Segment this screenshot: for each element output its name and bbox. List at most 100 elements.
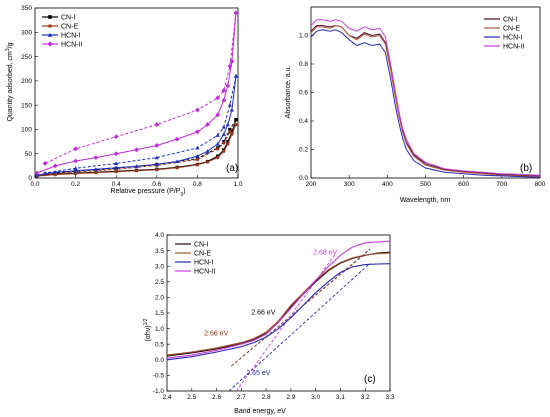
panel-a-ylabel: Quantity adsorbed, cm3/g: [5, 42, 14, 121]
panel-a-ytick-label: 150: [21, 102, 32, 109]
panel-a-point-hcn-i: [205, 149, 210, 153]
panel-b-legend: CN-I CN-E HCN-I HCN-II: [481, 14, 529, 54]
panel-a-xtick-label: 0.6: [152, 181, 161, 188]
panel-a-point-hcn-ii: [215, 112, 221, 118]
panel-a-point-hcn-ii: [113, 151, 119, 157]
panel-a-point-hcn-ii: [42, 161, 48, 166]
panel-a-point-cn-e: [175, 166, 179, 170]
panel-a-point-cn-e: [222, 141, 226, 145]
panel-a-point-hcn-ii: [113, 134, 119, 140]
panel-c-ytick-label: -1.0: [153, 388, 165, 395]
panel-a-point-hcn-ii: [233, 10, 239, 16]
panel-a-xtick-label: 1.0: [233, 181, 242, 188]
panel-a-point-cn-e: [134, 169, 139, 173]
panel-c-xtick-label: 2.9: [286, 394, 295, 401]
panel-a-ytick-label: 0: [28, 175, 32, 182]
panel-a-legend-bg: [39, 12, 87, 52]
panel-a-point-hcn-i: [221, 124, 226, 129]
panel-c-ytick-label: 3.0: [155, 263, 164, 270]
panel-b-legend-label: CN-I: [503, 17, 517, 24]
panel-b-ytick-label: 0.0: [299, 175, 308, 182]
panel-a-point-cn-e: [216, 147, 220, 151]
panel-a-point-hcn-ii: [73, 158, 78, 164]
panel-a-point-hcn-i: [175, 159, 180, 164]
panel-b-xtick-label: 300: [344, 181, 355, 188]
panel-a-point-hcn-ii: [73, 146, 78, 152]
panel-a-point-hcn-ii: [225, 83, 231, 89]
panel-a-xtick-label: 0.2: [71, 181, 80, 188]
panel-b-series-hcn-ii: [310, 19, 541, 176]
panel-a-legend-label: HCN-I: [61, 33, 80, 40]
panel-a-point-cn-i: [228, 127, 232, 132]
panel-a-point-hcn-i: [114, 165, 119, 170]
panel-c-series-cn-e: [166, 252, 391, 356]
panel-a-legend-label: CN-I: [61, 15, 75, 22]
panel-a-ytick-label: 350: [21, 5, 32, 12]
panel-a-point-cn-e: [53, 173, 57, 177]
panel-a-point-cn-e: [114, 170, 118, 174]
panel-c-ytick-label: 0.0: [155, 357, 164, 364]
panel-b-ytick-label: 0.6: [299, 90, 308, 97]
panel-b-xtick-label: 600: [458, 181, 469, 188]
panel-b-ytick-label: 0.2: [299, 147, 308, 154]
panel-c-legend-label: HCN-II: [194, 269, 215, 276]
panel-a-point-hcn-ii: [195, 129, 200, 135]
panel-a-point-cn-i: [226, 139, 230, 144]
panel-a-point-cn-e: [222, 149, 226, 153]
panel-a-point-hcn-i: [229, 107, 235, 112]
panel-a-point-cn-e: [94, 171, 98, 175]
panel-a-legend-label: HCN-II: [61, 42, 82, 49]
panel-b-ytick-label: 1.0: [299, 33, 308, 40]
panel-c-xtick-label: 2.6: [212, 394, 221, 401]
panel-b-ytick-label: 0.8: [299, 61, 308, 68]
panel-c-legend-label: CN-E: [194, 251, 211, 258]
panel-a-ytick-label: 50: [25, 151, 33, 158]
panel-c-label: (c): [364, 374, 376, 385]
panel-c-ylabel: (αhν)1/2: [143, 318, 152, 341]
panel-b-plot-area: 200 300 400 500 600 700 800 0.0 0.2 0.4 0.6 0.8 1.0: [299, 6, 546, 188]
panel-b-xtick-label: 200: [306, 181, 317, 188]
panel-a-point-hcn-i: [114, 161, 119, 166]
panel-c-xtick-label: 3.2: [361, 394, 370, 401]
panel-a-point-cn-e: [228, 130, 232, 134]
panel-c-ytick-label: 1.5: [155, 310, 164, 317]
panel-c-series-hcn-i: [166, 263, 391, 361]
panel-a-frame: [34, 7, 239, 179]
panel-a-point-hcn-ii: [221, 88, 227, 93]
panel-c-ytick-label: -0.5: [153, 373, 165, 380]
panel-c-plot-area: 2.4 2.5 2.6 2.7 2.8 2.9 3.0 3.1 3.2 3.3 -1.0 -0.5 0.…: [153, 232, 395, 401]
panel-c-legend-label: HCN-I: [194, 260, 213, 267]
panel-c-xlabel: Band energy, eV: [234, 408, 286, 415]
panel-a-legend-label: CN-E: [61, 24, 78, 31]
panel-b-label: (b): [520, 163, 532, 174]
panel-c-ytick-label: 3.5: [155, 248, 164, 255]
panel-b-legend-label: CN-E: [503, 26, 520, 33]
panel-a-point-cn-e: [230, 132, 234, 136]
panel-a-point-cn-e: [216, 156, 220, 160]
panel-a-point-hcn-i: [227, 103, 232, 107]
panel-c-legend-label: CN-I: [194, 242, 208, 249]
panel-a-point-cn-e: [205, 160, 210, 164]
panel-a-point-hcn-i: [233, 73, 239, 78]
panel-a-point-hcn-i: [154, 155, 159, 160]
panel-a-point-hcn-ii: [195, 107, 200, 113]
panel-a-point-hcn-ii: [205, 122, 210, 127]
panel-a-point-hcn-i: [73, 168, 78, 173]
panel-a-point-hcn-i: [195, 154, 200, 158]
panel-a-point-hcn-i: [195, 145, 200, 150]
panel-c-legend-bg: [172, 239, 220, 279]
panel-a-plot-area: 0.0 0.2 0.4 0.6 0.8 1.0 0 50 100 150 200 250 300 350: [21, 5, 243, 188]
panel-c-ytick-label: 2.0: [155, 295, 164, 302]
panel-a-point-hcn-i: [134, 164, 139, 168]
panel-a-point-hcn-ii: [134, 147, 139, 153]
panel-c-annotation-2: 2.66 eV: [204, 330, 228, 337]
panel-a: 0.0 0.2 0.4 0.6 0.8 1.0050100150200250300350 …: [5, 5, 243, 198]
panel-a-point-cn-e: [195, 157, 199, 162]
panel-a-xlabel: Relative pressure (P/P0): [110, 188, 185, 198]
panel-b-xtick-label: 500: [420, 181, 431, 188]
panel-c-ytick-label: 2.5: [155, 279, 164, 286]
panel-a-legend-marker: [48, 15, 52, 19]
panel-c-xtick-label: 2.7: [237, 394, 246, 401]
panel-a-point-cn-e: [234, 122, 238, 127]
